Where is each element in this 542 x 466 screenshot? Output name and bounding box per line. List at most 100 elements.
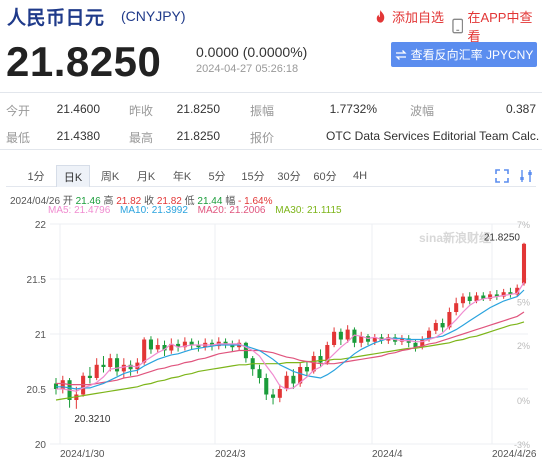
candle-body	[447, 312, 452, 328]
ohlc-close-label: 收	[144, 196, 155, 207]
quote-timestamp: 2024-04-27 05:26:18	[196, 63, 299, 75]
stat-low-value: 21.4380	[56, 129, 100, 143]
candle-body	[128, 364, 133, 370]
kline-chart[interactable]: 22 21.5 21 20.5 20 7% 5% 2% 0% -3% 2024/1/30 2024/3…	[0, 216, 542, 466]
ma10-line	[56, 289, 525, 390]
candle-body	[60, 380, 65, 389]
fullscreen-icon[interactable]	[494, 168, 510, 184]
candle-body	[454, 303, 459, 312]
candle-body	[148, 339, 153, 350]
x-axis-label: 2024/4	[372, 449, 403, 460]
candle-body	[271, 394, 276, 398]
ohlc-low-label: 低	[184, 196, 195, 207]
candle-body	[372, 337, 377, 342]
ma5-line	[56, 281, 525, 392]
candle-body	[413, 342, 418, 348]
tab-1min[interactable]: 1分	[27, 171, 45, 183]
candle-body	[481, 295, 486, 299]
kline-chart-svg: 22 21.5 21 20.5 20 7% 5% 2% 0% -3% 2024/1/30 2024/3…	[27, 220, 537, 460]
period-tabs: 1分 日K 周K 月K 年K 5分 15分 30分 60分 4H	[6, 165, 536, 187]
candle-body	[460, 296, 465, 304]
stat-low-label: 最低	[6, 131, 31, 145]
candle-body	[298, 367, 303, 384]
pct-axis-label: 5%	[517, 298, 530, 308]
reverse-rate-button[interactable]: 查看反向汇率 JPYCNY	[391, 42, 537, 67]
candle-body	[277, 389, 282, 398]
ma10-label: MA10: 21.3992	[120, 205, 188, 216]
swap-icon	[395, 49, 407, 60]
tab-15min[interactable]: 15分	[241, 171, 265, 183]
settings-sliders-icon[interactable]	[518, 168, 534, 184]
candle-body	[264, 378, 269, 395]
candle-body	[284, 375, 289, 389]
ohlc-open-label: 开	[62, 196, 73, 207]
candle-body	[325, 345, 330, 363]
ma30-label: MA30: 21.1115	[275, 205, 342, 216]
candle-body	[521, 243, 527, 284]
add-favorite-button[interactable]: 添加自选	[373, 7, 444, 26]
view-in-app-button[interactable]: 在APP中查看	[452, 7, 542, 45]
candle-body	[304, 367, 309, 372]
divider	[0, 92, 542, 93]
divider	[0, 149, 542, 150]
ohlc-high: 21.82	[116, 196, 142, 207]
candle-body	[101, 364, 106, 367]
tab-30min[interactable]: 30分	[277, 171, 301, 183]
candle-body	[121, 364, 126, 372]
currency-code: (CNYJPY)	[121, 8, 186, 24]
candle-body	[433, 323, 438, 331]
candle-body	[182, 341, 187, 348]
candle-body	[467, 296, 472, 301]
tab-yearly[interactable]: 年K	[172, 171, 192, 183]
candle-body	[169, 343, 174, 351]
phone-icon	[452, 18, 464, 34]
y-axis-label: 22	[35, 220, 47, 231]
candle-body	[440, 323, 445, 328]
tab-60min[interactable]: 60分	[313, 171, 337, 183]
candle-body	[108, 358, 113, 367]
candle-body	[332, 331, 337, 345]
candle-body	[189, 341, 194, 345]
candle-body	[359, 336, 364, 343]
ma30-line	[55, 321, 525, 401]
price-change: 0.0000 (0.0000%)	[196, 44, 308, 60]
candle-body	[352, 329, 357, 343]
reverse-rate-label: 查看反向汇率 JPYCNY	[410, 48, 534, 62]
ma5-label: MA5: 21.4796	[48, 205, 111, 216]
ohlc-open: 21.46	[75, 196, 101, 207]
x-axis-label: 2024/4/26	[492, 449, 537, 460]
candle-body	[494, 294, 499, 297]
stat-open-value: 21.4600	[56, 102, 100, 116]
candle-body	[311, 356, 316, 372]
ohlc-readout: 2024/04/26 开 21.46 高 21.82 收 21.82 低 21.…	[10, 192, 272, 207]
ohlc-close: 21.82	[156, 196, 182, 207]
min-price-label: 20.3210	[74, 414, 111, 425]
stat-amplitude-value: 1.7732%	[329, 102, 377, 116]
pct-axis-label: -3%	[514, 440, 530, 450]
pct-axis-label: 7%	[517, 220, 530, 230]
stat-open-label: 今开	[6, 104, 31, 118]
watermark: sina新浪财经	[419, 230, 491, 245]
tab-5min[interactable]: 5分	[208, 171, 226, 183]
candle-body	[427, 330, 432, 340]
y-axis-label: 20	[35, 440, 47, 451]
candle-body	[176, 343, 181, 348]
pct-axis-label: 2%	[517, 341, 530, 351]
candle-body	[196, 345, 201, 348]
max-price-label: 21.8250	[484, 233, 521, 244]
candle-body	[223, 341, 228, 344]
ohlc-change: - 1.64%	[238, 196, 273, 207]
candle-body	[135, 362, 140, 370]
ma20-line	[56, 311, 525, 386]
candle-body	[115, 358, 120, 372]
add-favorite-label: 添加自选	[392, 10, 445, 25]
tab-weekly[interactable]: 周K	[100, 171, 120, 183]
tab-monthly[interactable]: 月K	[136, 171, 156, 183]
stat-volatility-value: 0.387	[505, 102, 536, 116]
x-axis-label: 2024/3	[215, 449, 246, 460]
stat-prev-close-value: 21.8250	[176, 102, 220, 116]
stat-quote-source-label: 报价	[250, 131, 275, 145]
tab-daily[interactable]: 日K	[56, 165, 90, 187]
tab-4h[interactable]: 4H	[352, 170, 368, 182]
stat-high-label: 最高	[129, 131, 154, 145]
